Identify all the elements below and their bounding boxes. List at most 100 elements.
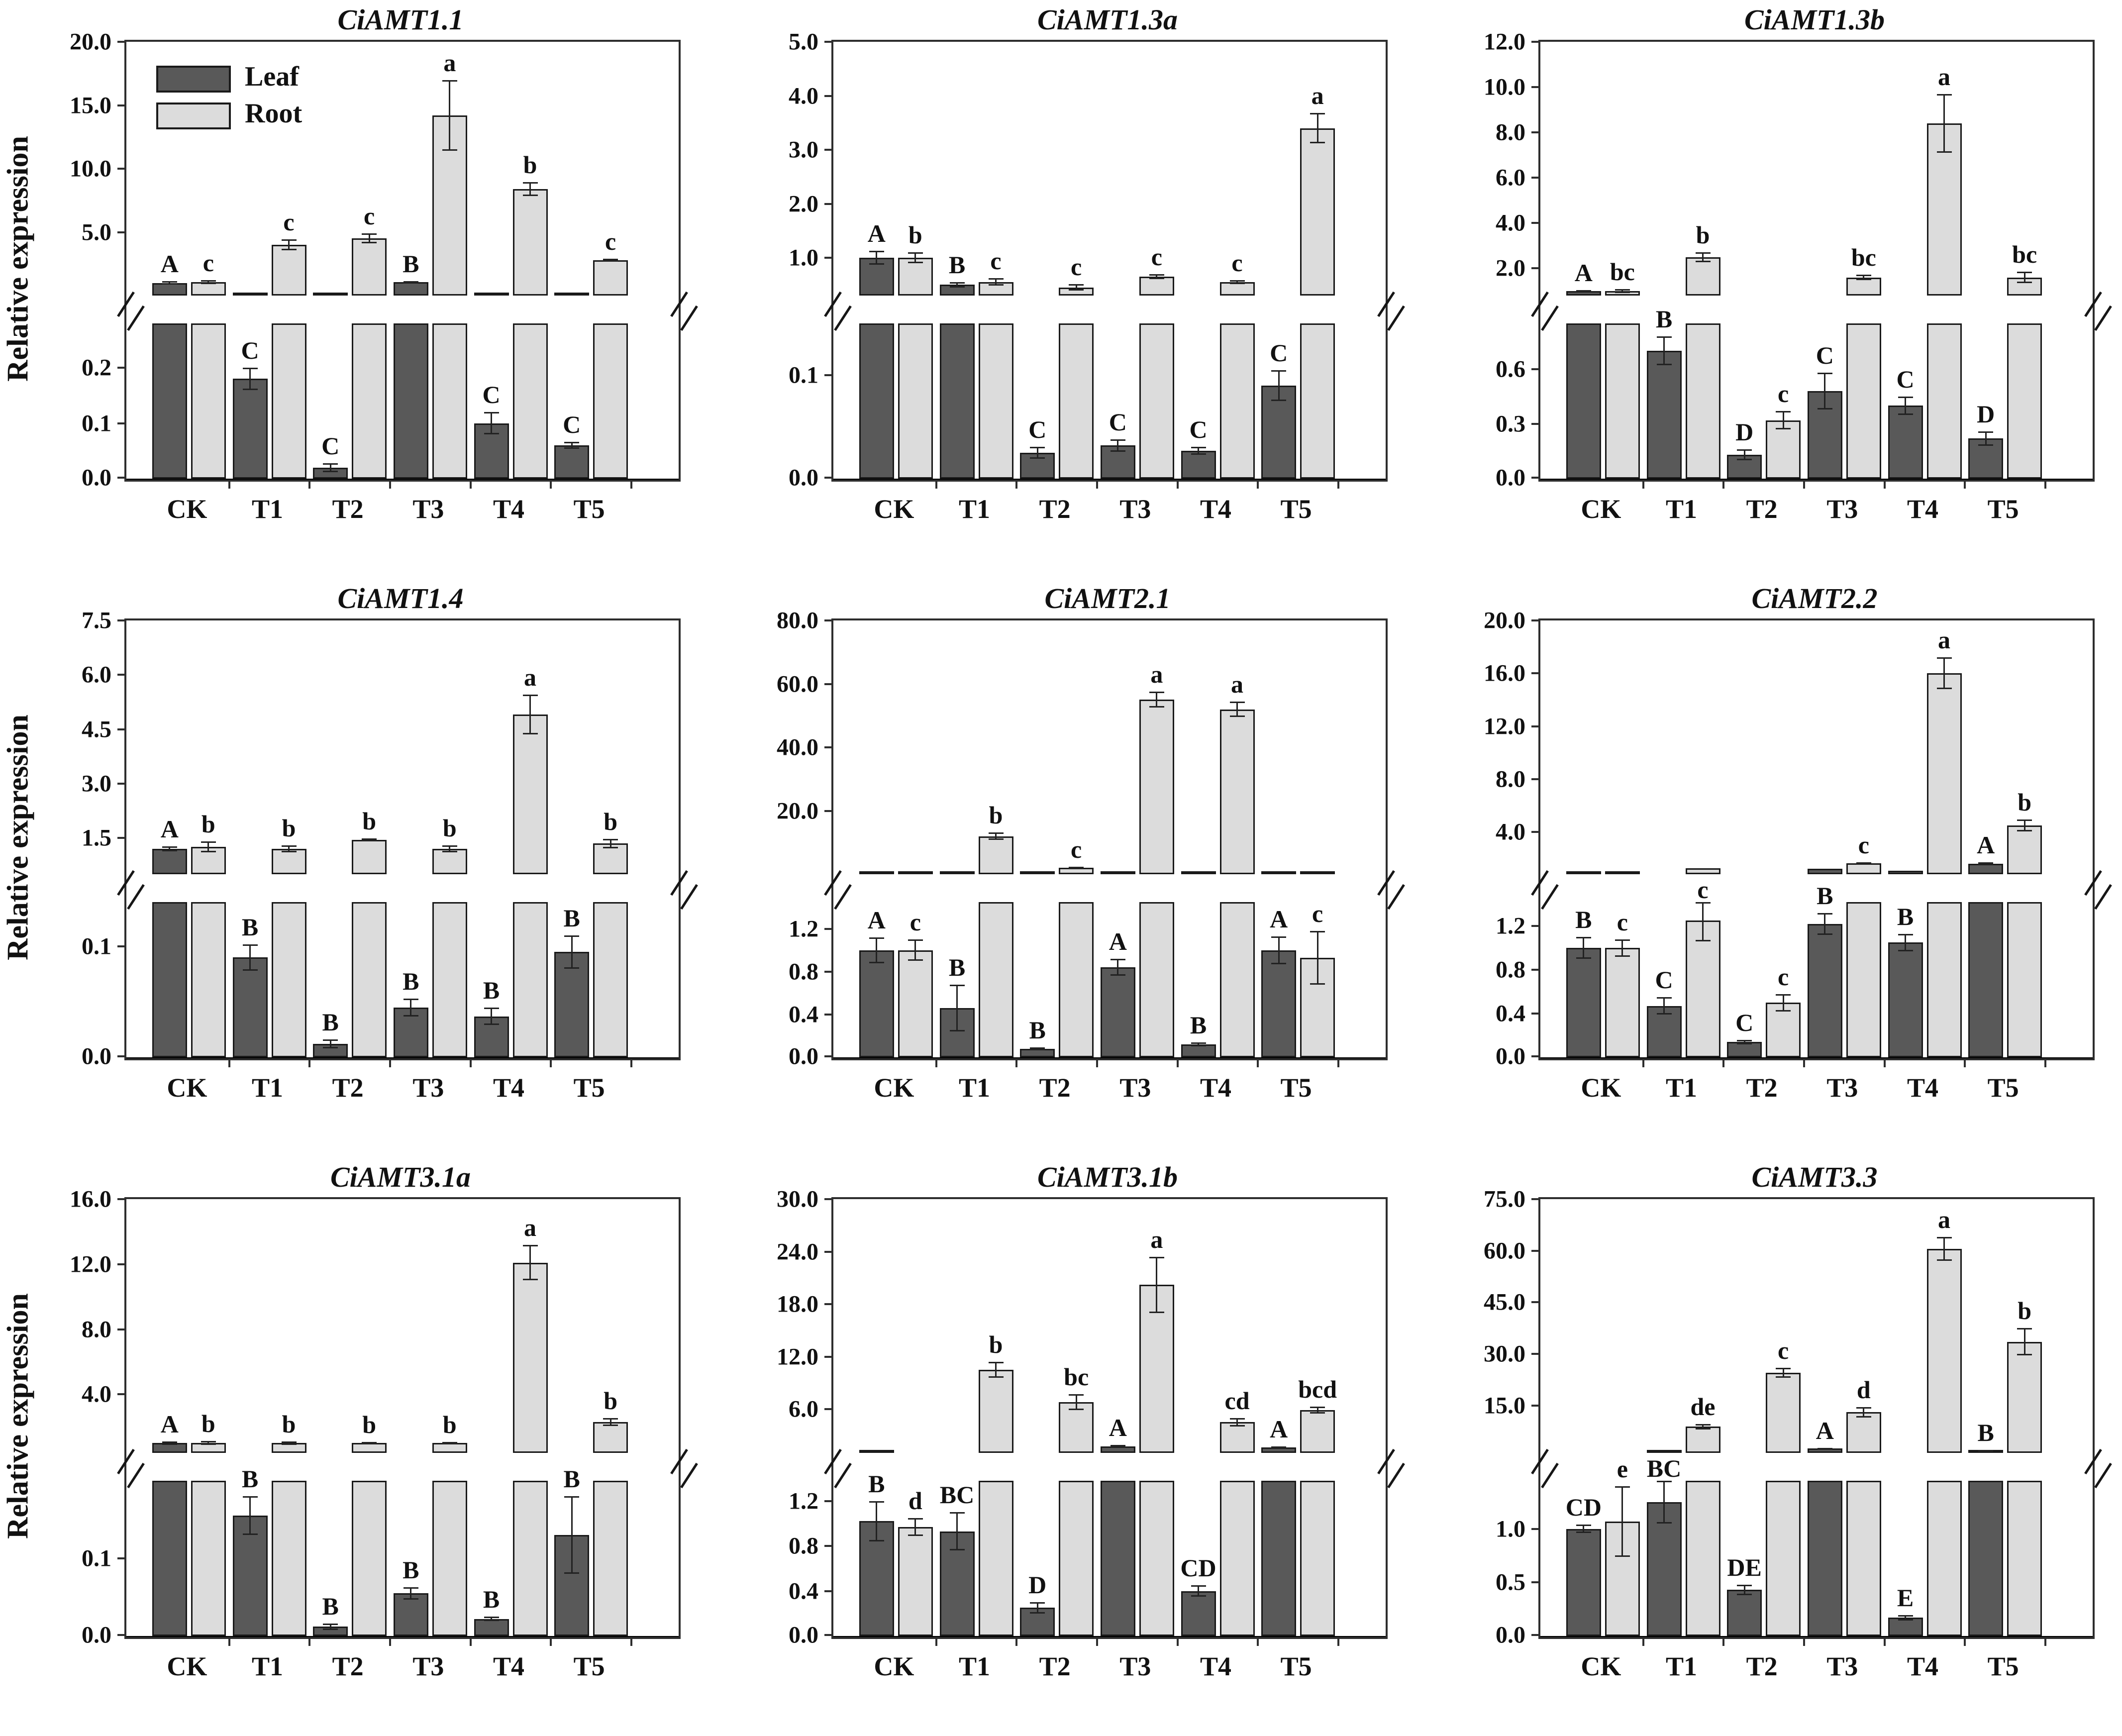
- error-bar-cap-bottom: [908, 261, 923, 263]
- bar-leaf-T5: [1968, 438, 2004, 479]
- x-category-label-T2: T2: [1746, 1651, 1778, 1681]
- error-bar-line: [609, 258, 611, 262]
- y-tick-label-upper: 40.0: [777, 734, 818, 761]
- bar-top-root-T5: [1300, 1410, 1335, 1453]
- error-bar-cap-bottom: [2017, 1354, 2032, 1356]
- bar-top-root-CK: [898, 871, 933, 874]
- error-bar-line: [1316, 1406, 1318, 1414]
- error-bar-leaf-T4: [1898, 933, 1913, 951]
- x-tick: [1722, 480, 1725, 489]
- axis-break-left-slash: [1531, 870, 1549, 896]
- error-bar-leaf-T5: [1978, 862, 1994, 865]
- error-bar-line: [491, 1617, 492, 1622]
- error-bar-cap-top: [564, 1496, 580, 1498]
- x-category-label-T1: T1: [958, 1073, 991, 1103]
- panel-title: CiAMT3.3: [1751, 1161, 1878, 1193]
- error-bar-cap-top: [1030, 1047, 1045, 1049]
- error-bar-line: [1743, 449, 1745, 461]
- error-bar-root-CK: [201, 1441, 216, 1445]
- x-category-label-T1: T1: [1665, 1651, 1698, 1681]
- sig-letter-leaf-T2: C: [1028, 415, 1047, 443]
- x-tick: [1257, 480, 1259, 489]
- error-bar-leaf-T3: [1817, 373, 1832, 409]
- error-bar-line: [1621, 289, 1623, 293]
- y-tick-upper: [1531, 177, 1540, 179]
- error-bar-line: [249, 368, 251, 390]
- error-bar-root-T4: [1936, 94, 1952, 153]
- sig-letter-leaf-T4: C: [1896, 365, 1915, 393]
- sig-letter-leaf-T5: A: [1270, 1415, 1288, 1443]
- y-tick-upper: [1531, 1249, 1540, 1252]
- y-tick-label-lower: 1.0: [1496, 1516, 1525, 1542]
- error-bar-root-T1: [988, 1362, 1004, 1378]
- error-bar-leaf-T3: [1110, 1445, 1125, 1448]
- error-bar-cap-bottom: [1110, 450, 1125, 452]
- y-tick-label-lower: 0.0: [82, 1043, 111, 1070]
- error-bar-cap-top: [1030, 1602, 1045, 1604]
- error-bar-line: [1824, 913, 1826, 935]
- y-tick-label-lower: 0.8: [789, 958, 818, 985]
- y-tick-lower: [1531, 925, 1540, 927]
- y-tick-label-lower: 0.0: [82, 464, 111, 491]
- bar-root-T5: [593, 323, 628, 479]
- bar-leaf-T5: [554, 445, 590, 479]
- error-bar-root-T1: [1695, 1424, 1711, 1430]
- bar-top-root-T3: [1846, 863, 1881, 874]
- error-bar-line: [2023, 819, 2025, 831]
- x-tick: [2044, 1058, 2046, 1067]
- axis-break-right-slash: [2094, 305, 2112, 331]
- error-bar-root-T3: [442, 1441, 457, 1444]
- bar-root-CK: [1605, 323, 1640, 479]
- x-tick: [1337, 1058, 1339, 1067]
- error-bar-leaf-T2: [323, 1624, 338, 1630]
- y-tick-label-upper: 80.0: [777, 607, 818, 634]
- x-tick: [389, 1058, 391, 1067]
- sig-letter-leaf-T2: B: [1029, 1016, 1046, 1044]
- sig-letter-root-T3: a: [1150, 1225, 1163, 1254]
- error-bar-cap-bottom: [1737, 1594, 1752, 1596]
- error-bar-cap-bottom: [1936, 151, 1952, 153]
- y-tick-upper: [117, 619, 126, 621]
- x-tick: [1803, 1058, 1805, 1067]
- bar-top-root-T3: [432, 1443, 467, 1453]
- panel-title: CiAMT3.1b: [1037, 1161, 1178, 1193]
- error-bar-line: [1198, 1585, 1199, 1597]
- x-tick: [1176, 1058, 1179, 1067]
- error-bar-root-T3: [1149, 274, 1164, 280]
- sig-letter-leaf-T1: B: [948, 953, 966, 981]
- bar-top-root-CK: [191, 282, 226, 296]
- legend-swatch-root: [156, 102, 231, 129]
- error-bar-cap-bottom: [1030, 1612, 1045, 1614]
- lower-axis-region: 0.0 0.1 0.2 C C C C: [82, 323, 679, 491]
- error-bar-cap-bottom: [1229, 283, 1245, 285]
- bar-top-leaf-T5: [554, 293, 590, 296]
- error-bar-line: [1782, 994, 1784, 1012]
- x-tick: [1257, 1058, 1259, 1067]
- x-tick: [1642, 480, 1644, 489]
- bar-root-T4: [1219, 1481, 1255, 1636]
- x-tick: [308, 1058, 311, 1067]
- bar-top-root-T5: [593, 843, 628, 874]
- x-category-label-CK: CK: [1581, 1651, 1621, 1681]
- error-bar-root-CK: [908, 252, 923, 263]
- error-bar-cap-top: [869, 250, 884, 252]
- error-bar-line: [571, 1496, 573, 1574]
- error-bar-line: [995, 278, 997, 286]
- y-tick-lower: [824, 477, 833, 479]
- error-bar-cap-bottom: [1776, 1376, 1791, 1378]
- error-bar-leaf-T1: [242, 944, 258, 971]
- bar-leaf-T1: [232, 379, 268, 479]
- error-bar-cap-top: [1737, 1039, 1752, 1041]
- error-bar-cap-top: [1615, 1486, 1630, 1488]
- error-bar-line: [876, 937, 878, 963]
- error-bar-root-T2: [362, 1441, 377, 1444]
- x-category-label-T4: T4: [493, 1073, 525, 1103]
- x-tick: [1337, 480, 1339, 489]
- error-bar-cap-bottom: [869, 1540, 884, 1542]
- error-bar-cap-top: [1149, 692, 1164, 694]
- error-bar-leaf-T1: [949, 984, 965, 1032]
- error-bar-cap-top: [1817, 913, 1832, 915]
- sig-letter-root-T4: a: [524, 1213, 536, 1241]
